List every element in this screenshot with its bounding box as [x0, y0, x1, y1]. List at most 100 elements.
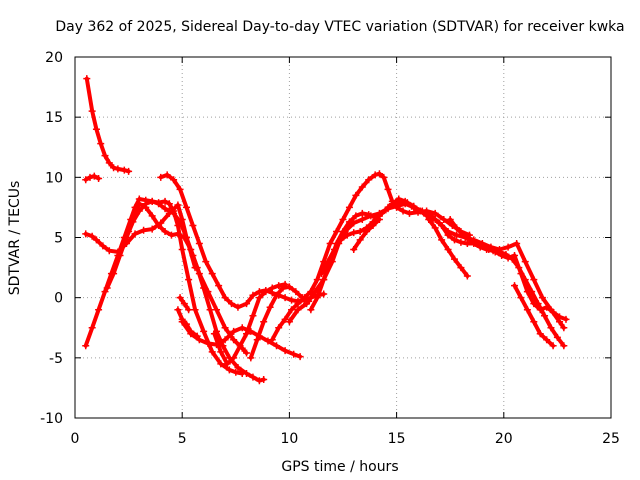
data-series — [82, 172, 103, 184]
data-point — [213, 306, 221, 314]
data-point — [465, 236, 473, 244]
data-point — [498, 252, 506, 260]
data-point — [206, 306, 214, 314]
data-point — [285, 283, 293, 291]
data-series — [511, 282, 557, 350]
data-point — [375, 215, 383, 223]
data-series — [350, 215, 383, 254]
series-line — [84, 76, 131, 174]
data-point — [438, 221, 446, 229]
data-point — [236, 342, 244, 350]
data-point — [363, 227, 371, 235]
series-line — [426, 211, 566, 348]
data-point — [444, 231, 452, 239]
data-point — [195, 240, 203, 248]
data-point — [504, 243, 512, 251]
data-point — [255, 294, 263, 302]
y-axis-label: SDTVAR / TECUs — [7, 181, 23, 296]
data-point — [431, 209, 439, 217]
data-point — [247, 354, 255, 362]
data-point — [148, 212, 156, 220]
data-point — [504, 254, 512, 262]
data-point — [155, 200, 163, 208]
data-point — [296, 353, 304, 361]
data-point — [243, 369, 251, 377]
data-point — [517, 270, 525, 278]
data-point — [358, 209, 366, 217]
data-point — [163, 171, 171, 179]
data-point — [243, 300, 251, 308]
x-axis-label: GPS time / hours — [281, 459, 398, 475]
data-point — [125, 167, 133, 175]
data-point — [105, 159, 113, 167]
data-point — [459, 231, 467, 239]
data-point — [365, 211, 373, 219]
data-point — [170, 176, 178, 184]
data-point — [215, 282, 223, 290]
data-point — [92, 125, 100, 133]
data-point — [320, 276, 328, 284]
data-point — [210, 330, 218, 338]
data-point — [178, 318, 186, 326]
y-tick-label: 20 — [45, 50, 63, 66]
data-point — [105, 247, 113, 255]
data-point — [440, 215, 448, 223]
data-point — [450, 236, 458, 244]
data-point — [457, 238, 465, 246]
data-point — [307, 306, 315, 314]
y-tick-label: 10 — [45, 170, 63, 186]
data-point — [491, 248, 499, 256]
data-point — [249, 373, 257, 381]
data-point — [82, 230, 90, 238]
data-point — [232, 368, 240, 376]
data-point — [523, 288, 531, 296]
data-point — [541, 312, 549, 320]
data-point — [463, 240, 471, 248]
data-point — [290, 350, 298, 358]
x-tick-label: 10 — [280, 431, 298, 447]
data-point — [204, 339, 212, 347]
data-point — [180, 300, 188, 308]
data-point — [356, 236, 364, 244]
data-point — [268, 336, 276, 344]
y-tick-label: -5 — [49, 351, 63, 367]
data-series — [425, 215, 471, 280]
data-point — [268, 284, 276, 292]
data-point — [395, 195, 403, 203]
data-point — [161, 197, 169, 205]
data-point — [200, 284, 208, 292]
data-point — [446, 215, 454, 223]
data-point — [388, 200, 396, 208]
data-series-layer — [82, 75, 570, 385]
data-point — [345, 203, 353, 211]
data-point — [161, 205, 169, 213]
data-series — [176, 294, 193, 314]
data-point — [103, 284, 111, 292]
data-point — [208, 348, 216, 356]
data-point — [230, 354, 238, 362]
data-point — [453, 224, 461, 232]
data-point — [182, 203, 190, 211]
x-tick-label: 15 — [388, 431, 406, 447]
data-point — [185, 276, 193, 284]
data-point — [294, 300, 302, 308]
data-point — [101, 288, 109, 296]
data-point — [313, 294, 321, 302]
data-point — [176, 218, 184, 226]
data-point — [264, 337, 272, 345]
data-point — [279, 284, 287, 292]
data-point — [453, 231, 461, 239]
data-point — [414, 207, 422, 215]
data-point — [148, 197, 156, 205]
data-point — [90, 172, 98, 180]
data-series — [425, 209, 568, 350]
data-point — [281, 347, 289, 355]
data-point — [234, 303, 242, 311]
data-point — [95, 175, 103, 183]
data-point — [217, 348, 225, 356]
data-point — [165, 207, 173, 215]
data-point — [202, 258, 210, 266]
y-tick-label: 15 — [45, 110, 63, 126]
data-point — [543, 336, 551, 344]
data-point — [165, 200, 173, 208]
